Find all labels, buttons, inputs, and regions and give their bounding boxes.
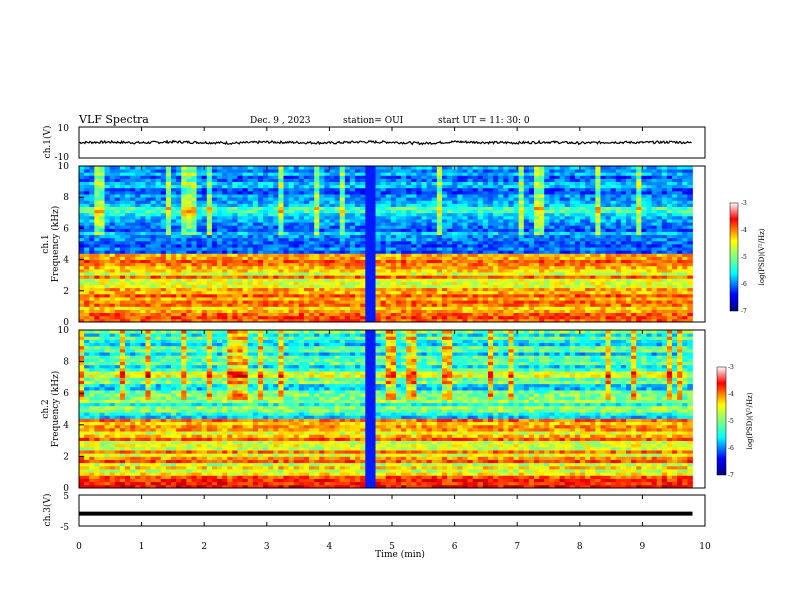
xtick-label: 10 — [699, 542, 711, 552]
ytick-label: 0 — [63, 318, 69, 328]
colorbar-tick-label: -3 — [728, 364, 734, 371]
colorbar-tick-label: -5 — [728, 418, 734, 425]
colorbar-tick-label: -4 — [728, 391, 734, 398]
ytick-label: 2 — [63, 452, 69, 462]
ch2-colorbar-label: log(PSD)(V²/Hz) — [746, 392, 754, 449]
xtick-label: 5 — [389, 542, 395, 552]
colorbar-tick-label: -4 — [741, 227, 747, 234]
colorbar-tick-label: -5 — [741, 254, 747, 261]
ytick-label: 2 — [63, 287, 69, 297]
ch1-frequency-ylabel: Frequency (kHz) — [50, 206, 61, 283]
ch3-ytick-bottom: -5 — [60, 523, 69, 533]
ytick-label: 4 — [63, 256, 69, 266]
ch1-colorbar — [729, 202, 739, 312]
ch1-spectrogram-image — [79, 166, 693, 323]
ch3-ytick-top: 5 — [63, 492, 69, 502]
time-axis-label: Time (min) — [375, 549, 425, 560]
xtick-label: 0 — [76, 542, 82, 552]
ch1-ytick-top: 10 — [58, 124, 70, 134]
colorbar-tick-label: -7 — [728, 472, 734, 479]
ytick-label: 4 — [63, 421, 69, 431]
figure-title: VLF Spectra — [78, 113, 149, 126]
ch2-channel-label: ch.2 — [41, 399, 51, 418]
ch3-waveform-ylabel: ch.3(V) — [42, 494, 53, 527]
ch1-waveform-panel: 10 -10 ch.1(V) — [42, 124, 706, 163]
colorbar-tick-label: -7 — [741, 308, 747, 315]
ch1-colorbar-label: log(PSD)(V²/Hz) — [758, 228, 766, 285]
ytick-label: 10 — [58, 162, 70, 172]
xtick-label: 7 — [514, 542, 520, 552]
ch2-frequency-ylabel: Frequency (kHz) — [50, 371, 61, 448]
ch2-spectrogram-image — [79, 330, 693, 489]
ytick-label: 6 — [63, 224, 69, 234]
colorbar-tick-label: -3 — [741, 200, 747, 207]
ch1-channel-label: ch.1 — [41, 234, 51, 253]
xtick-label: 3 — [264, 542, 270, 552]
xtick-label: 1 — [139, 542, 145, 552]
ytick-label: 10 — [58, 326, 70, 336]
ch3-waveform-frame — [78, 494, 706, 527]
ch1-ytick-bottom: -10 — [55, 153, 70, 163]
ytick-label: 8 — [63, 193, 69, 203]
colorbar-tick-label: -6 — [728, 445, 734, 452]
xtick-label: 2 — [201, 542, 207, 552]
date-label: Dec. 9 , 2023 — [250, 116, 311, 126]
ch3-waveform-panel: 5 -5 ch.3(V) — [42, 492, 706, 533]
xtick-label: 8 — [577, 542, 583, 552]
station-label: station= OUI — [343, 116, 404, 126]
ytick-label: 6 — [63, 389, 69, 399]
ch1-waveform-line — [78, 139, 692, 146]
ch2-colorbar — [716, 366, 727, 476]
ch1-waveform-ylabel: ch.1(V) — [42, 126, 53, 159]
xtick-label: 6 — [452, 542, 458, 552]
xtick-label: 4 — [327, 542, 333, 552]
xtick-label: 9 — [640, 542, 646, 552]
ytick-label: 8 — [63, 358, 69, 368]
start-time-label: start UT = 11: 30: 0 — [438, 116, 530, 126]
colorbar-tick-label: -6 — [741, 281, 747, 288]
ytick-label: 0 — [63, 484, 69, 494]
